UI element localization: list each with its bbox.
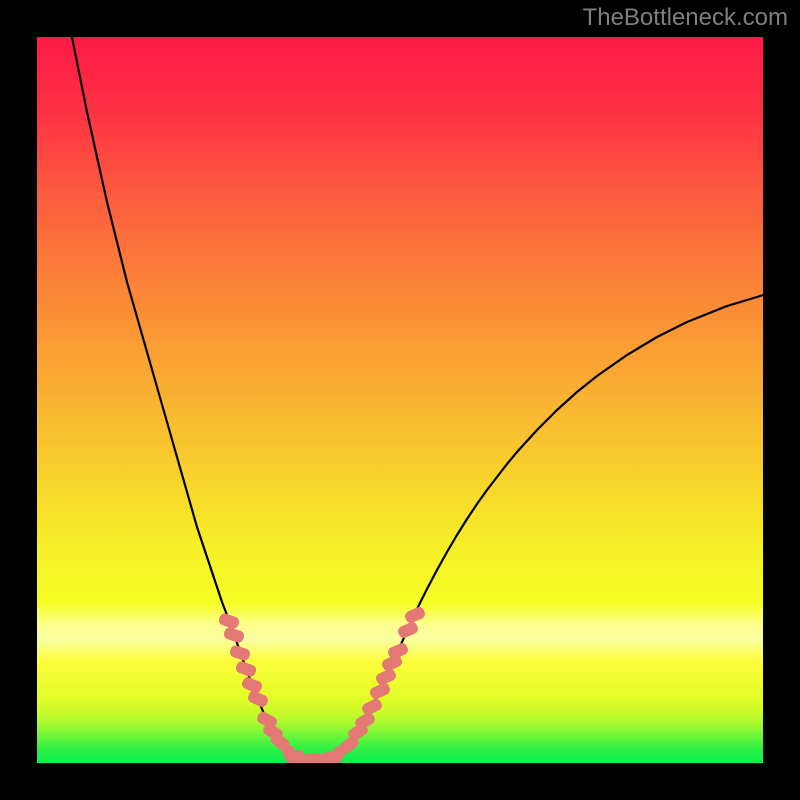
plot-area — [37, 37, 763, 763]
watermark-text: TheBottleneck.com — [583, 4, 788, 32]
chart-frame: TheBottleneck.com — [0, 0, 800, 800]
